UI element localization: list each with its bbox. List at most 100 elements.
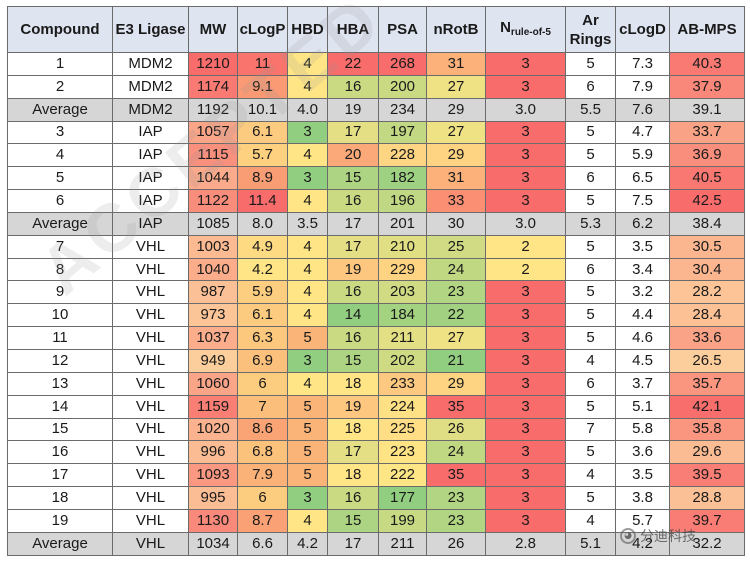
cell-clogd: 3.4 — [615, 257, 670, 282]
cell-psa: 202 — [378, 348, 427, 373]
cell-nro5: 3 — [485, 120, 566, 145]
cell-hba: 18 — [327, 463, 379, 488]
cell-nro5: 3 — [485, 348, 566, 373]
header-abmps: AB-MPS — [669, 6, 745, 53]
cell-nro5: 2 — [485, 257, 566, 282]
cell-hba: 18 — [327, 417, 379, 442]
header-hbd: HBD — [287, 6, 328, 53]
cell-clogp: 7.9 — [237, 463, 288, 488]
cell-compound: 15 — [7, 417, 113, 442]
header-row: Compound E3 Ligase MW cLogP HBD HBA PSA nRotB Nr… — [7, 6, 745, 53]
cell-mw: 1210 — [188, 52, 238, 76]
cell-compound: Average — [7, 97, 113, 122]
cell-clogd: 4.2 — [615, 531, 670, 556]
cell-nrotb: 29 — [426, 143, 486, 168]
cell-ar: 4 — [565, 463, 616, 488]
cell-psa: 184 — [378, 303, 427, 328]
cell-e3: VHL — [112, 417, 189, 442]
cell-nro5: 3 — [485, 166, 566, 191]
cell-abmps: 40.5 — [669, 166, 745, 191]
cell-mw: 1040 — [188, 257, 238, 282]
cell-clogp: 9.1 — [237, 74, 288, 99]
cell-nro5: 3 — [485, 440, 566, 465]
table-row: 6 IAP 1122 11.4 4 16 196 33 3 5 7.5 42.5 — [7, 189, 745, 213]
cell-mw: 1037 — [188, 326, 238, 350]
cell-nrotb: 22 — [426, 303, 486, 328]
cell-ar: 4 — [565, 348, 616, 373]
cell-psa: 233 — [378, 371, 427, 396]
cell-abmps: 32.2 — [669, 531, 745, 556]
cell-hbd: 3 — [287, 348, 328, 373]
table-row: 7 VHL 1003 4.9 4 17 210 25 2 5 3.5 30.5 — [7, 234, 745, 259]
cell-nrotb: 24 — [426, 257, 486, 282]
header-hba: HBA — [327, 6, 379, 53]
cell-nrotb: 35 — [426, 394, 486, 419]
table-row: 3 IAP 1057 6.1 3 17 197 27 3 5 4.7 33.7 — [7, 120, 745, 145]
table-row: 15 VHL 1020 8.6 5 18 225 26 3 7 5.8 35.8 — [7, 417, 745, 442]
cell-e3: VHL — [112, 440, 189, 465]
cell-abmps: 38.4 — [669, 211, 745, 236]
header-e3: E3 Ligase — [112, 6, 189, 53]
cell-nrotb: 26 — [426, 417, 486, 442]
cell-nrotb: 21 — [426, 348, 486, 373]
cell-hba: 19 — [327, 97, 379, 122]
cell-e3: VHL — [112, 508, 189, 533]
cell-abmps: 40.3 — [669, 52, 745, 76]
header-nro5: Nrule-of-5 — [485, 6, 566, 53]
cell-nro5: 3 — [485, 143, 566, 168]
cell-clogp: 5.9 — [237, 280, 288, 305]
cell-compound: 19 — [7, 508, 113, 533]
cell-clogp: 8.9 — [237, 166, 288, 191]
cell-mw: 949 — [188, 348, 238, 373]
cell-clogp: 6.9 — [237, 348, 288, 373]
cell-hbd: 4 — [287, 280, 328, 305]
cell-hba: 16 — [327, 189, 379, 213]
header-clogp: cLogP — [237, 6, 288, 53]
cell-compound: 12 — [7, 348, 113, 373]
cell-nrotb: 31 — [426, 52, 486, 76]
cell-nro5: 3 — [485, 394, 566, 419]
cell-ar: 6 — [565, 257, 616, 282]
cell-ar: 6 — [565, 74, 616, 99]
cell-compound: 10 — [7, 303, 113, 328]
cell-clogd: 7.5 — [615, 189, 670, 213]
cell-hba: 22 — [327, 52, 379, 76]
cell-ar: 6 — [565, 371, 616, 396]
cell-mw: 1003 — [188, 234, 238, 259]
cell-compound: 16 — [7, 440, 113, 465]
cell-clogd: 4.5 — [615, 348, 670, 373]
cell-hba: 20 — [327, 143, 379, 168]
cell-abmps: 30.4 — [669, 257, 745, 282]
header-mw: MW — [188, 6, 238, 53]
average-row: Average VHL 1034 6.6 4.2 17 211 26 2.8 5.1 4.2 32.2 — [7, 531, 745, 556]
cell-clogd: 5.7 — [615, 508, 670, 533]
cell-abmps: 42.5 — [669, 189, 745, 213]
cell-ar: 5 — [565, 280, 616, 305]
cell-nro5: 3.0 — [485, 211, 566, 236]
cell-psa: 177 — [378, 486, 427, 510]
cell-clogd: 3.7 — [615, 371, 670, 396]
cell-clogd: 6.2 — [615, 211, 670, 236]
cell-ar: 4 — [565, 508, 616, 533]
cell-e3: VHL — [112, 257, 189, 282]
cell-e3: IAP — [112, 120, 189, 145]
cell-compound: 13 — [7, 371, 113, 396]
cell-mw: 995 — [188, 486, 238, 510]
cell-nrotb: 24 — [426, 440, 486, 465]
cell-hbd: 4.0 — [287, 97, 328, 122]
cell-clogd: 3.2 — [615, 280, 670, 305]
table-row: 12 VHL 949 6.9 3 15 202 21 3 4 4.5 26.5 — [7, 348, 745, 373]
cell-abmps: 35.7 — [669, 371, 745, 396]
cell-compound: 17 — [7, 463, 113, 488]
cell-compound: 3 — [7, 120, 113, 145]
cell-psa: 199 — [378, 508, 427, 533]
cell-hba: 15 — [327, 166, 379, 191]
cell-psa: 225 — [378, 417, 427, 442]
cell-nro5: 3 — [485, 189, 566, 213]
table-row: 4 IAP 1115 5.7 4 20 228 29 3 5 5.9 36.9 — [7, 143, 745, 168]
cell-abmps: 39.1 — [669, 97, 745, 122]
cell-e3: IAP — [112, 211, 189, 236]
cell-nro5: 3 — [485, 74, 566, 99]
cell-e3: IAP — [112, 166, 189, 191]
cell-ar: 5 — [565, 394, 616, 419]
